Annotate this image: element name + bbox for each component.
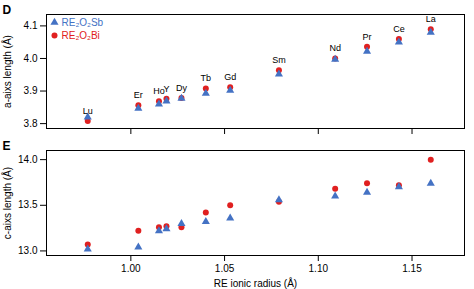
svg-text:Lu: Lu [83, 106, 93, 116]
svg-text:Ho: Ho [153, 86, 165, 97]
svg-text:3.9: 3.9 [24, 85, 38, 96]
svg-text:RE₂O₂Sb: RE₂O₂Sb [62, 17, 104, 28]
svg-text:RE ionic radius (Å): RE ionic radius (Å) [214, 277, 297, 289]
svg-text:Ce: Ce [393, 24, 405, 34]
svg-text:13.5: 13.5 [18, 199, 38, 210]
svg-text:RE₂O₂Bi: RE₂O₂Bi [62, 30, 100, 41]
svg-text:1.05: 1.05 [215, 263, 235, 274]
svg-text:14.0: 14.0 [18, 154, 38, 165]
svg-text:1.00: 1.00 [121, 263, 141, 274]
svg-text:Gd: Gd [224, 72, 236, 82]
svg-text:a-aixs length (Å): a-aixs length (Å) [1, 35, 13, 108]
svg-text:Pr: Pr [363, 32, 372, 42]
svg-text:D: D [3, 3, 12, 17]
svg-text:E: E [3, 139, 11, 153]
svg-text:1.10: 1.10 [309, 263, 329, 274]
svg-text:Dy: Dy [176, 83, 187, 93]
svg-text:Nd: Nd [329, 43, 341, 53]
svg-text:Er: Er [134, 90, 143, 100]
svg-text:Y: Y [163, 84, 169, 94]
svg-text:4.1: 4.1 [24, 20, 38, 31]
svg-text:4.0: 4.0 [24, 53, 38, 64]
svg-text:Sm: Sm [272, 55, 286, 65]
svg-text:Tb: Tb [201, 73, 212, 83]
svg-text:1.15: 1.15 [402, 263, 422, 274]
svg-text:3.8: 3.8 [24, 118, 38, 129]
svg-text:c-aixs length (Å): c-aixs length (Å) [1, 167, 13, 239]
svg-text:13.0: 13.0 [18, 245, 38, 256]
svg-text:La: La [426, 14, 436, 24]
